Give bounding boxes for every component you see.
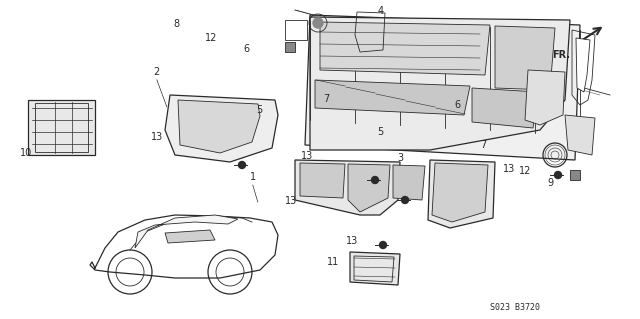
Text: 6: 6 xyxy=(243,44,250,55)
Polygon shape xyxy=(495,26,555,90)
Polygon shape xyxy=(348,164,390,212)
Text: 6: 6 xyxy=(454,100,461,110)
Polygon shape xyxy=(165,230,215,243)
Polygon shape xyxy=(295,160,400,215)
Text: 3: 3 xyxy=(397,153,403,163)
Polygon shape xyxy=(165,95,278,162)
Text: 1: 1 xyxy=(250,172,256,182)
Text: 10: 10 xyxy=(19,148,32,158)
Bar xyxy=(285,20,307,40)
Polygon shape xyxy=(350,252,400,285)
Circle shape xyxy=(380,241,387,249)
Text: S023 B3720: S023 B3720 xyxy=(490,303,540,313)
Polygon shape xyxy=(393,165,425,200)
Bar xyxy=(570,170,580,180)
Polygon shape xyxy=(428,160,495,228)
Text: 9: 9 xyxy=(547,178,554,189)
Polygon shape xyxy=(432,163,488,222)
Text: 13: 13 xyxy=(301,151,314,161)
Polygon shape xyxy=(320,22,490,75)
Polygon shape xyxy=(28,100,95,155)
Circle shape xyxy=(401,197,408,204)
Polygon shape xyxy=(315,80,470,115)
Polygon shape xyxy=(472,88,538,128)
Text: 7: 7 xyxy=(323,94,330,104)
Text: 12: 12 xyxy=(518,166,531,176)
Text: 13: 13 xyxy=(285,196,298,206)
Text: 5: 5 xyxy=(256,105,262,115)
Text: 2: 2 xyxy=(154,67,160,77)
Text: 8: 8 xyxy=(173,19,179,29)
Text: 4: 4 xyxy=(378,6,384,16)
Text: 12: 12 xyxy=(205,33,218,43)
Text: 5: 5 xyxy=(378,127,384,137)
Polygon shape xyxy=(525,70,565,125)
Polygon shape xyxy=(135,215,238,248)
Text: 13: 13 xyxy=(502,164,515,174)
Text: 11: 11 xyxy=(326,256,339,267)
Polygon shape xyxy=(300,163,345,198)
Circle shape xyxy=(554,172,561,179)
Bar xyxy=(285,42,295,52)
Text: 7: 7 xyxy=(480,140,486,150)
Circle shape xyxy=(239,161,246,168)
Circle shape xyxy=(371,176,378,183)
Text: FR.: FR. xyxy=(552,50,570,60)
Polygon shape xyxy=(576,38,590,92)
Polygon shape xyxy=(310,17,570,150)
Polygon shape xyxy=(178,100,260,153)
Polygon shape xyxy=(565,115,595,155)
Polygon shape xyxy=(305,15,580,160)
Circle shape xyxy=(313,18,323,28)
Text: 13: 13 xyxy=(150,132,163,142)
Text: 13: 13 xyxy=(346,236,358,246)
